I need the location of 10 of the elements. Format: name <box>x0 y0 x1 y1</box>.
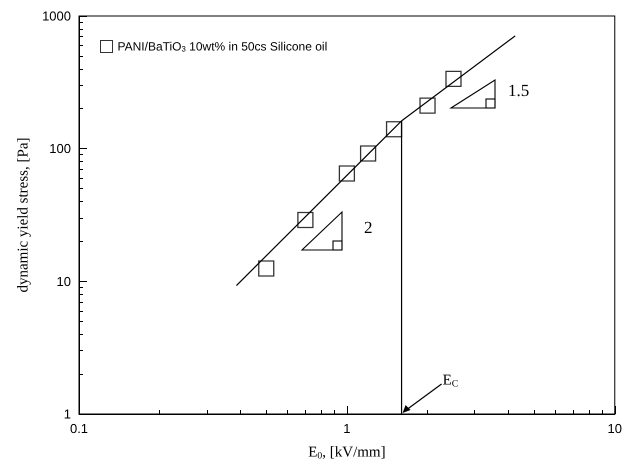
y-tick-label: 10 <box>56 274 71 289</box>
x-tick-label: 1 <box>343 421 350 436</box>
y-tick-label: 1 <box>64 406 71 422</box>
x-tick-label: 10 <box>608 421 622 436</box>
y-tick-label: 1000 <box>42 8 71 24</box>
annotation: 2 <box>364 218 372 237</box>
y-tick-label: 100 <box>49 141 71 156</box>
x-tick-label: 0.1 <box>70 421 88 436</box>
y-axis-title: dynamic yield stress, [Pa] <box>16 138 32 292</box>
annotation: 1.5 <box>508 81 530 100</box>
